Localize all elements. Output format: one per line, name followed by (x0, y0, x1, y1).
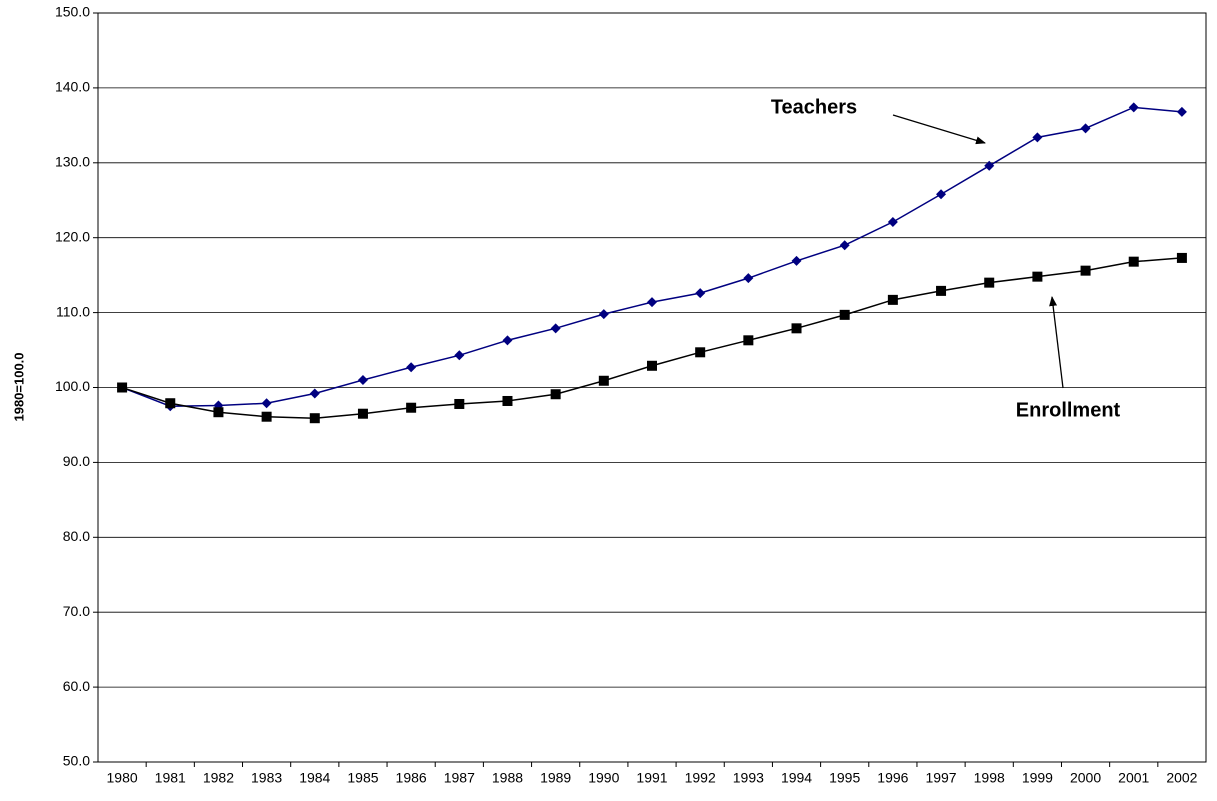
marker (936, 285, 947, 296)
marker (1032, 132, 1043, 143)
y-tick-label: 90.0 (63, 453, 90, 469)
x-tick-label: 1990 (588, 770, 619, 786)
y-tick-label: 120.0 (55, 228, 90, 244)
x-tick-label: 1992 (685, 770, 716, 786)
x-tick-label: 1996 (877, 770, 908, 786)
marker (550, 389, 561, 400)
series-line (121, 257, 1182, 419)
marker (357, 408, 368, 419)
x-tick-label: 2000 (1070, 770, 1101, 786)
marker (550, 323, 561, 334)
marker (647, 360, 657, 371)
x-tick-label: 1981 (155, 770, 186, 786)
marker (598, 375, 609, 386)
marker (839, 240, 850, 251)
grid (98, 12, 1206, 763)
marker (791, 255, 802, 266)
x-tick-label: 1994 (781, 770, 812, 786)
marker (213, 407, 224, 418)
x-tick-label: 1984 (299, 770, 330, 786)
marker (261, 398, 272, 409)
x-tick-label: 2002 (1166, 770, 1197, 786)
y-tick-label: 70.0 (63, 603, 90, 619)
x-tick-label: 1987 (444, 770, 475, 786)
marker (454, 350, 465, 361)
marker (1128, 102, 1139, 113)
marker (936, 189, 947, 200)
y-tick-label: 50.0 (63, 753, 90, 769)
marker (839, 309, 850, 320)
y-axis-label: 1980=100.0 (11, 352, 26, 421)
x-tick-label: 1983 (251, 770, 282, 786)
marker (1080, 265, 1091, 276)
x-tick-label: 1985 (347, 770, 378, 786)
marker (502, 395, 513, 406)
x-tick-label: 1982 (203, 770, 234, 786)
x-tick-label: 2001 (1118, 770, 1149, 786)
marker (502, 335, 513, 346)
annotation-arrow (892, 114, 986, 145)
y-tick-label: 100.0 (55, 378, 90, 394)
marker (695, 288, 706, 299)
marker (695, 347, 706, 358)
annotation-arrow (1049, 296, 1064, 389)
marker (887, 294, 898, 305)
marker (984, 160, 995, 171)
marker (309, 388, 320, 399)
marker (309, 413, 320, 424)
marker (117, 382, 128, 393)
marker (406, 362, 417, 373)
marker (598, 309, 609, 320)
marker (743, 273, 754, 284)
marker (1080, 123, 1091, 134)
x-tick-label: 1997 (925, 770, 956, 786)
x-tick-label: 1998 (974, 770, 1005, 786)
marker (1128, 256, 1139, 267)
marker (165, 398, 176, 409)
x-tick-label: 1995 (829, 770, 860, 786)
annotation: Teachers (771, 96, 857, 118)
y-tick-label: 130.0 (55, 154, 90, 170)
marker (261, 411, 272, 422)
x-tick-label: 1989 (540, 770, 571, 786)
annotation: Enrollment (1016, 399, 1121, 421)
marker (887, 216, 898, 227)
y-tick-label: 110.0 (56, 303, 90, 319)
marker (743, 335, 754, 346)
marker (647, 297, 657, 308)
marker (984, 277, 995, 288)
marker (454, 398, 465, 409)
y-tick-label: 150.0 (55, 4, 90, 20)
marker (1176, 106, 1187, 117)
y-tick-label: 80.0 (63, 528, 90, 544)
x-tick-label: 1999 (1022, 770, 1053, 786)
marker (406, 402, 417, 413)
marker (1032, 271, 1043, 282)
marker (357, 375, 368, 386)
x-tick-label: 1991 (636, 770, 667, 786)
x-tick-label: 1986 (396, 770, 427, 786)
marker (1176, 252, 1187, 263)
y-tick-label: 140.0 (55, 79, 90, 95)
y-tick-label: 60.0 (63, 678, 90, 694)
x-tick-label: 1993 (733, 770, 764, 786)
marker (791, 323, 802, 334)
x-tick-label: 1980 (107, 770, 138, 786)
x-tick-label: 1988 (492, 770, 523, 786)
